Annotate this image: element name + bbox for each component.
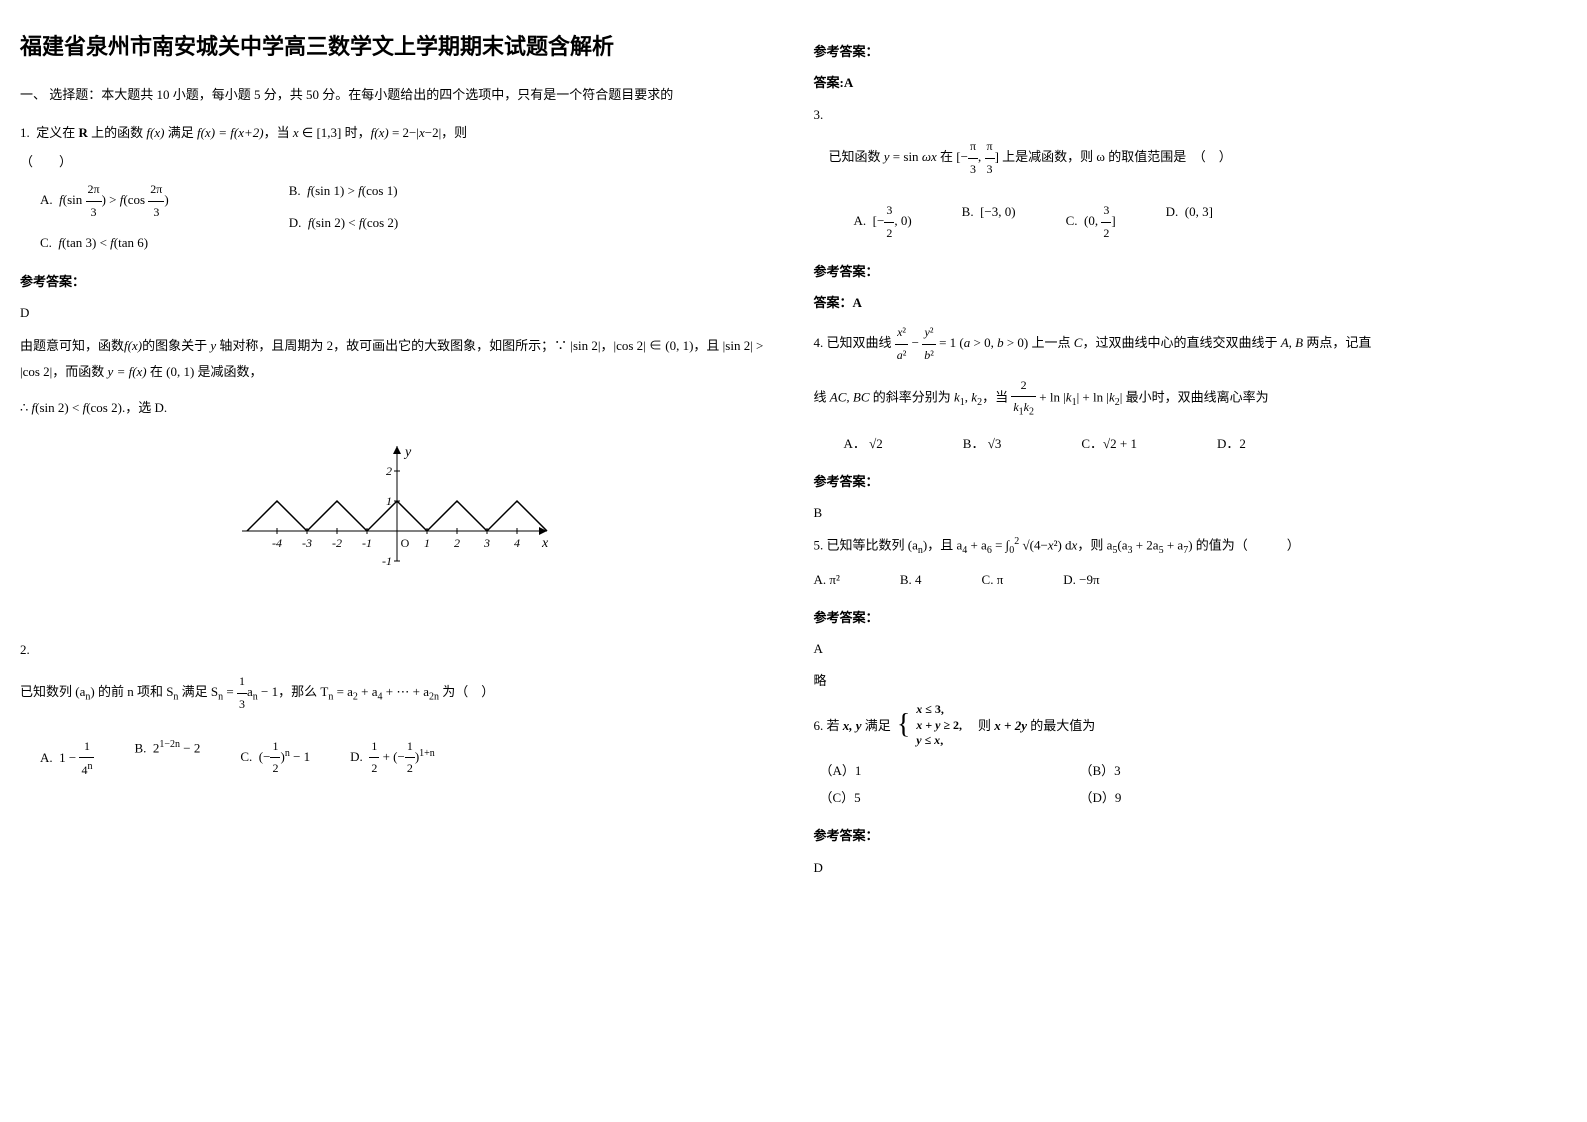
q3-option-d: D. (0, 3] xyxy=(1166,200,1213,244)
q4-option-b: B． √3 xyxy=(963,432,1002,455)
answer-label-6: 参考答案： xyxy=(814,824,1568,847)
answer-label-5: 参考答案： xyxy=(814,606,1568,629)
q1-explanation-2: ∴ f(sin 2) < f(cos 2).，选 D. xyxy=(20,395,774,421)
q2-option-d: D. 12 + (−12)1+n xyxy=(350,736,435,782)
q2-option-c: C. (−12)n − 1 xyxy=(240,736,310,782)
q5-option-b: B. 4 xyxy=(900,568,922,591)
q4-option-c: C．√2 + 1 xyxy=(1081,432,1137,455)
function-graph-svg: -4 -3 -2 -1 O 1 2 3 4 xyxy=(237,441,557,571)
q2-answer: 答案:A xyxy=(814,71,1568,94)
left-column: 福建省泉州市南安城关中学高三数学文上学期期末试题含解析 一、 选择题：本大题共 … xyxy=(20,30,774,887)
svg-text:2: 2 xyxy=(386,464,392,478)
q1-stem: 1. 定义在 R 上的函数 f(x) 满足 f(x) = f(x+2)，当 x … xyxy=(20,121,774,144)
q2-option-a: A. 1 − 14n xyxy=(40,736,94,782)
question-6: 6. 若 x, y 满足 { x ≤ 3, x + y ≥ 2, y ≤ x, … xyxy=(814,700,1568,809)
q1-option-c: C. f(tan 3) < f(tan 6) xyxy=(40,231,169,254)
svg-text:y: y xyxy=(403,445,412,460)
q1-graph: -4 -3 -2 -1 O 1 2 3 4 xyxy=(20,441,774,578)
q3-option-b: B. [−3, 0) xyxy=(962,200,1016,244)
q1-option-a: A. f(sin 2π3) > f(cos 2π3) xyxy=(40,179,169,223)
q1-answer: D xyxy=(20,301,774,324)
svg-text:-4: -4 xyxy=(272,536,282,550)
q1-explanation-1: 由题意可知，函数f(x)的图象关于 y 轴对称，且周期为 2，故可画出它的大致图… xyxy=(20,333,774,385)
answer-label-3: 参考答案： xyxy=(814,260,1568,283)
question-1: 1. 定义在 R 上的函数 f(x) 满足 f(x) = f(x+2)，当 x … xyxy=(20,121,774,254)
question-3: 3. 已知函数 y = sin ωx 在 [−π3, π3] 上是减函数，则 ω… xyxy=(814,103,1568,245)
q4-option-a: A． √2 xyxy=(844,432,883,455)
question-2: 2. 已知数列 (an) 的前 n 项和 Sn 满足 Sn = 13an − 1… xyxy=(20,638,774,782)
q4-answer: B xyxy=(814,501,1568,524)
svg-text:2: 2 xyxy=(454,536,460,550)
svg-text:3: 3 xyxy=(483,536,490,550)
q4-stem-a: 4. 已知双曲线 x²a² − y²b² = 1 (a > 0, b > 0) … xyxy=(814,322,1568,366)
q5-option-d: D. −9π xyxy=(1063,568,1099,591)
q6-option-d: （D）9 xyxy=(1080,786,1122,809)
answer-label-1: 参考答案： xyxy=(20,270,774,293)
q6-stem: 6. 若 x, y 满足 { x ≤ 3, x + y ≥ 2, y ≤ x, … xyxy=(814,700,1568,750)
svg-text:-2: -2 xyxy=(332,536,342,550)
q3-num: 3. xyxy=(814,103,1568,126)
q1-option-b: B. f(sin 1) > f(cos 1) xyxy=(289,179,399,202)
answer-label-4: 参考答案： xyxy=(814,470,1568,493)
q2-option-b: B. 21−2n − 2 xyxy=(134,736,200,782)
q2-num: 2. xyxy=(20,638,774,661)
page-title: 福建省泉州市南安城关中学高三数学文上学期期末试题含解析 xyxy=(20,30,774,63)
answer-label-2: 参考答案： xyxy=(814,40,1568,63)
q1-blank: （ ） xyxy=(20,150,774,173)
q2-stem: 已知数列 (an) 的前 n 项和 Sn 满足 Sn = 13an − 1，那么… xyxy=(20,671,774,715)
question-4: 4. 已知双曲线 x²a² − y²b² = 1 (a > 0, b > 0) … xyxy=(814,322,1568,455)
q4-stem-b: 线 AC, BC 的斜率分别为 k1, k2，当 2k1k2 + ln |k1|… xyxy=(814,375,1568,422)
svg-text:-1: -1 xyxy=(362,536,372,550)
q6-answer: D xyxy=(814,856,1568,879)
svg-text:-3: -3 xyxy=(302,536,312,550)
q5-note: 略 xyxy=(814,669,1568,692)
svg-text:x: x xyxy=(541,536,549,551)
q6-option-a: （A）1 xyxy=(820,759,1080,782)
q6-option-c: （C）5 xyxy=(820,786,1080,809)
q5-option-c: C. π xyxy=(982,568,1004,591)
q3-answer: 答案：A xyxy=(814,291,1568,314)
svg-text:1: 1 xyxy=(424,536,430,550)
q4-option-d: D．2 xyxy=(1217,432,1246,455)
q5-option-a: A. π² xyxy=(814,568,840,591)
svg-text:-1: -1 xyxy=(382,554,392,568)
q5-answer: A xyxy=(814,637,1568,660)
svg-text:4: 4 xyxy=(514,536,520,550)
q3-stem: 已知函数 y = sin ωx 在 [−π3, π3] 上是减函数，则 ω 的取… xyxy=(829,136,1568,180)
q1-option-d: D. f(sin 2) < f(cos 2) xyxy=(289,211,399,234)
q3-option-a: A. [−32, 0) xyxy=(854,200,912,244)
question-5: 5. 已知等比数列 (an)，且 a4 + a6 = ∫02 √(4−x²) d… xyxy=(814,533,1568,591)
svg-text:O: O xyxy=(400,536,409,550)
q5-stem: 5. 已知等比数列 (an)，且 a4 + a6 = ∫02 √(4−x²) d… xyxy=(814,533,1568,560)
q6-option-b: （B）3 xyxy=(1080,759,1121,782)
right-column: 参考答案： 答案:A 3. 已知函数 y = sin ωx 在 [−π3, π3… xyxy=(814,30,1568,887)
q3-option-c: C. (0, 32] xyxy=(1066,200,1116,244)
section-header: 一、 选择题：本大题共 10 小题，每小题 5 分，共 50 分。在每小题给出的… xyxy=(20,83,774,106)
